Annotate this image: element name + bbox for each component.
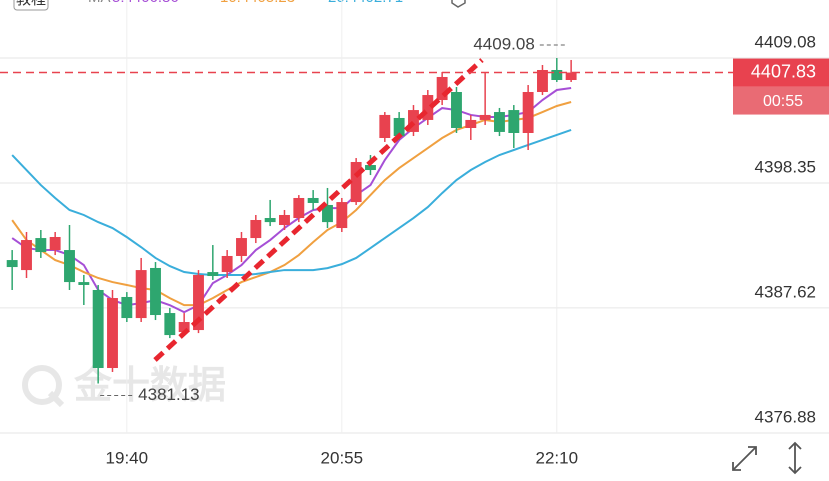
ma-header: MA5:4406.86 10:4405.23 20:4402.71 [88,0,403,6]
candle-body [408,110,419,132]
candle-body [250,219,262,239]
candle-body [307,197,319,203]
settings-icon[interactable] [451,0,466,8]
candle-body [336,202,348,229]
max-label: 4409.08 [473,34,534,53]
candle-body [207,272,219,277]
candle-body [264,218,276,223]
y-tick-label: 4398.35 [755,157,816,176]
candle-body [178,322,190,333]
candle-body [565,72,577,81]
candle-body [551,69,563,81]
candles [6,57,577,384]
y-tick-label: 4376.88 [755,407,816,426]
ma-line [11,129,572,276]
candle-body [193,274,204,331]
current-price-label: 4407.83 [751,61,816,81]
candle-body [150,267,161,316]
toolbar-button[interactable]: 教程 [16,0,46,8]
candle-body [465,119,477,128]
scale-icon[interactable] [788,441,802,475]
candle-body [236,238,247,256]
candle-body [537,69,548,93]
x-tick-label: 19:40 [106,448,149,467]
candle-body [78,282,90,285]
candle-body [522,92,534,133]
min-label: 4381.13 [138,385,199,404]
ma-line [11,101,572,307]
candle-body [322,204,333,223]
candle-body [494,112,505,132]
candle-body [293,197,305,219]
candle-body [350,161,362,203]
candle-body [379,114,391,139]
y-tick-label: 4387.62 [755,282,816,301]
candle-body [21,240,32,271]
grid: 4409.08 4398.35 4387.62 4376.88 19:40 20:55 22… [0,0,829,467]
countdown-tag [733,86,829,115]
candle-body [479,114,491,120]
legend-entry: 10:4405.23 [220,0,295,6]
countdown-label: 00:55 [763,93,803,110]
fullscreen-icon[interactable] [732,446,757,471]
x-tick-label: 20:55 [321,448,364,467]
current-price-tag [733,58,829,87]
overlay: 4409.08 4381.13 4407.83 00:55 [0,34,829,404]
candle-body [135,270,147,319]
candle-body [451,92,462,128]
toolbar-button-frame[interactable] [13,0,49,11]
candle-body [121,296,133,319]
watermark-logo [22,365,62,405]
candle-body [393,117,405,137]
candle-body [35,238,47,253]
candle-body [221,255,233,273]
candle-body [436,76,448,101]
candle-body [164,313,176,336]
legend-entry: 20:4402.71 [328,0,403,6]
ma-lines [11,87,572,314]
candle-body [6,260,18,268]
candle-body [365,165,376,171]
legend-entry: 5:4406.86 [112,0,179,6]
candle-body [49,236,61,251]
y-tick-label: 4409.08 [755,32,816,51]
candle-body [508,110,520,133]
ma-line [11,87,572,314]
candle-body [64,250,75,283]
candle-body [107,298,118,369]
x-tick-label: 22:10 [536,448,579,467]
trend-line [153,58,484,362]
candle-body [92,289,104,369]
ma-header-label: MA [88,0,111,6]
candle-body [422,95,434,120]
watermark-logo [47,390,65,408]
candle-body [279,214,290,226]
